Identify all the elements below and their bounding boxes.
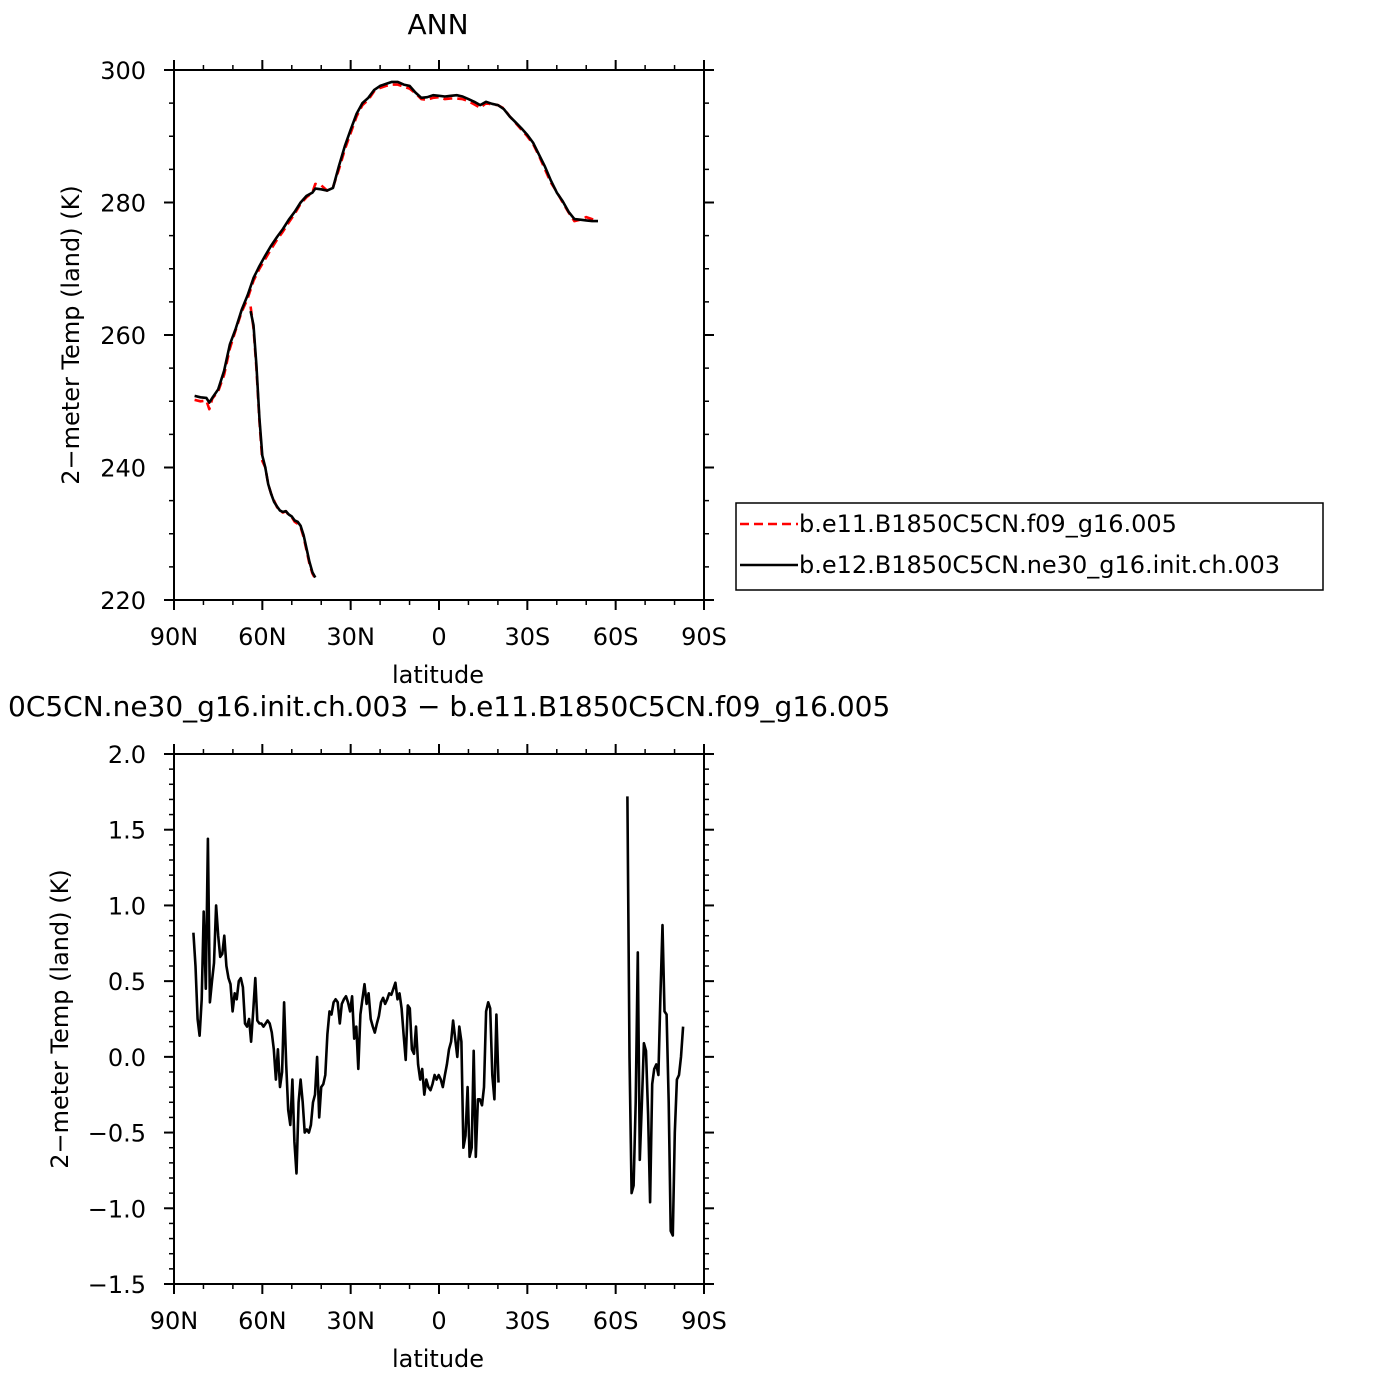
bottom-series-1-line-segment-2 (626, 796, 685, 1237)
top-panel-title: ANN (407, 8, 468, 41)
bottom-y-tick-label: 0.0 (108, 1044, 146, 1072)
top-y-axis-label: 2−meter Temp (land) (K) (57, 185, 85, 484)
top-series-2-line-segment-1 (194, 80, 598, 404)
bottom-x-tick-label: 30N (326, 1307, 375, 1335)
bottom-panel: 0C5CN.ne30_g16.init.ch.003 − b.e11.B1850… (8, 690, 890, 1373)
top-y-tick-label: 260 (100, 322, 146, 350)
top-x-tick-label: 30N (326, 623, 375, 651)
bottom-y-tick-label: 0.5 (108, 968, 146, 996)
bottom-y-tick-label: 1.0 (108, 892, 146, 920)
bottom-x-tick-label: 30S (504, 1307, 550, 1335)
top-x-tick-label: 90S (681, 623, 727, 651)
bottom-plot-frame (173, 753, 705, 1285)
top-plot-area: 90N 60N 30N 0 30S 60S 90S 300 280 260 240 220 (100, 57, 727, 651)
bottom-y-axis-label: 2−meter Temp (land) (K) (46, 869, 74, 1168)
legend-label-series-1: b.e11.B1850C5CN.f09_g16.005 (799, 510, 1177, 538)
bottom-y-tick-label: −1.0 (88, 1195, 146, 1223)
top-y-tick-label: 300 (100, 57, 146, 85)
legend: b.e11.B1850C5CN.f09_g16.005 b.e12.B1850C… (735, 502, 1324, 591)
bottom-x-axis-label: latitude (392, 1345, 484, 1373)
bottom-y-tick-label: −0.5 (88, 1120, 146, 1148)
top-plot-frame (173, 69, 705, 601)
top-panel: ANN 90N 60N 30N 0 30S 60S 90S 300 280 260 240 220 l… (57, 8, 727, 689)
top-y-tick-label: 280 (100, 190, 146, 218)
top-x-tick-label: 60S (593, 623, 639, 651)
bottom-x-tick-label: 60S (593, 1307, 639, 1335)
legend-label-series-2: b.e12.B1850C5CN.ne30_g16.init.ch.003 (799, 551, 1280, 579)
bottom-series-1-line-segment-1 (192, 837, 500, 1175)
bottom-x-tick-label: 0 (431, 1307, 446, 1335)
bottom-y-tick-label: −1.5 (88, 1271, 146, 1299)
bottom-plot-area: 90N 60N 30N 0 30S 60S 90S 2.0 1.5 1.0 0.5 0.0 −0.5 −1… (88, 741, 727, 1335)
bottom-x-tick-label: 90N (150, 1307, 199, 1335)
bottom-x-tick-label: 90S (681, 1307, 727, 1335)
top-y-tick-label: 220 (100, 587, 146, 615)
top-x-tick-label: 90N (150, 623, 199, 651)
top-x-tick-label: 30S (504, 623, 550, 651)
bottom-y-tick-label: 2.0 (108, 741, 146, 769)
top-y-tick-label: 240 (100, 455, 146, 483)
top-x-tick-label: 0 (431, 623, 446, 651)
top-x-axis-label: latitude (392, 661, 484, 689)
legend-box (735, 502, 1324, 591)
bottom-x-tick-label: 60N (238, 1307, 287, 1335)
top-series-2-line-segment-2 (249, 310, 317, 579)
top-x-tick-label: 60N (238, 623, 287, 651)
bottom-panel-title: 0C5CN.ne30_g16.init.ch.003 − b.e11.B1850… (8, 690, 890, 723)
bottom-y-tick-label: 1.5 (108, 817, 146, 845)
